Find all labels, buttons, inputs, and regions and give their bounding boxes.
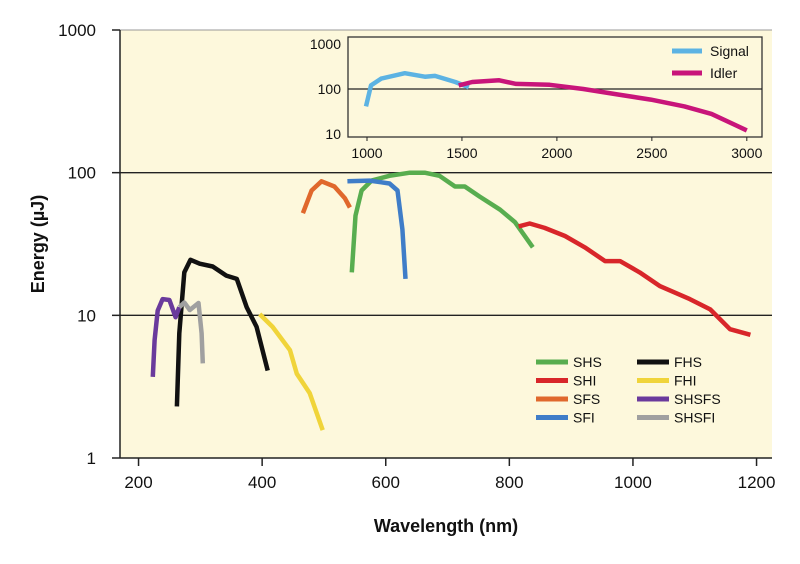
series-line-sfi bbox=[347, 178, 408, 280]
series-line-shsfs bbox=[150, 296, 182, 378]
inset-x-tick-label: 3000 bbox=[731, 145, 762, 161]
legend-label: FHI bbox=[674, 373, 697, 389]
series-line-fhi bbox=[258, 312, 325, 431]
x-tick-label: 1200 bbox=[738, 473, 776, 492]
inset-legend-label: Signal bbox=[710, 43, 749, 59]
y-tick-label: 1000 bbox=[58, 21, 96, 40]
inset-y-tick-label: 10 bbox=[325, 126, 341, 142]
series-line-shi bbox=[518, 221, 751, 337]
y-axis-label: Energy (µJ) bbox=[28, 195, 48, 293]
legend-label: SHSFS bbox=[674, 391, 721, 407]
y-tick-label: 10 bbox=[77, 306, 96, 325]
series-line-sfs bbox=[300, 179, 352, 215]
x-tick-label: 600 bbox=[372, 473, 400, 492]
x-tick-label: 1000 bbox=[614, 473, 652, 492]
legend-label: SHI bbox=[573, 373, 596, 389]
x-tick-label: 800 bbox=[495, 473, 523, 492]
legend-label: SHS bbox=[573, 354, 602, 370]
inset-legend-label: Idler bbox=[710, 65, 738, 81]
series-line-shsfi bbox=[177, 300, 206, 364]
inset-series-line-idler bbox=[458, 78, 748, 133]
inset-y-tick-label: 100 bbox=[318, 81, 342, 97]
x-tick-label: 400 bbox=[248, 473, 276, 492]
y-tick-label: 1 bbox=[87, 449, 96, 468]
x-axis-label: Wavelength (nm) bbox=[374, 516, 518, 536]
series-line-fhs bbox=[174, 257, 270, 407]
inset-y-tick-label: 1000 bbox=[310, 36, 341, 52]
y-tick-label: 100 bbox=[68, 164, 96, 183]
inset-x-tick-label: 1000 bbox=[351, 145, 382, 161]
inset-x-tick-label: 1500 bbox=[446, 145, 477, 161]
legend-label: SFI bbox=[573, 410, 595, 426]
series-line-shs bbox=[349, 170, 535, 273]
legend-label: SHSFI bbox=[674, 410, 715, 426]
inset-x-tick-label: 2500 bbox=[636, 145, 667, 161]
legend-label: FHS bbox=[674, 354, 702, 370]
inset-series-line-signal bbox=[363, 70, 470, 107]
inset-x-tick-label: 2000 bbox=[541, 145, 572, 161]
legend-label: SFS bbox=[573, 391, 600, 407]
x-tick-label: 200 bbox=[124, 473, 152, 492]
